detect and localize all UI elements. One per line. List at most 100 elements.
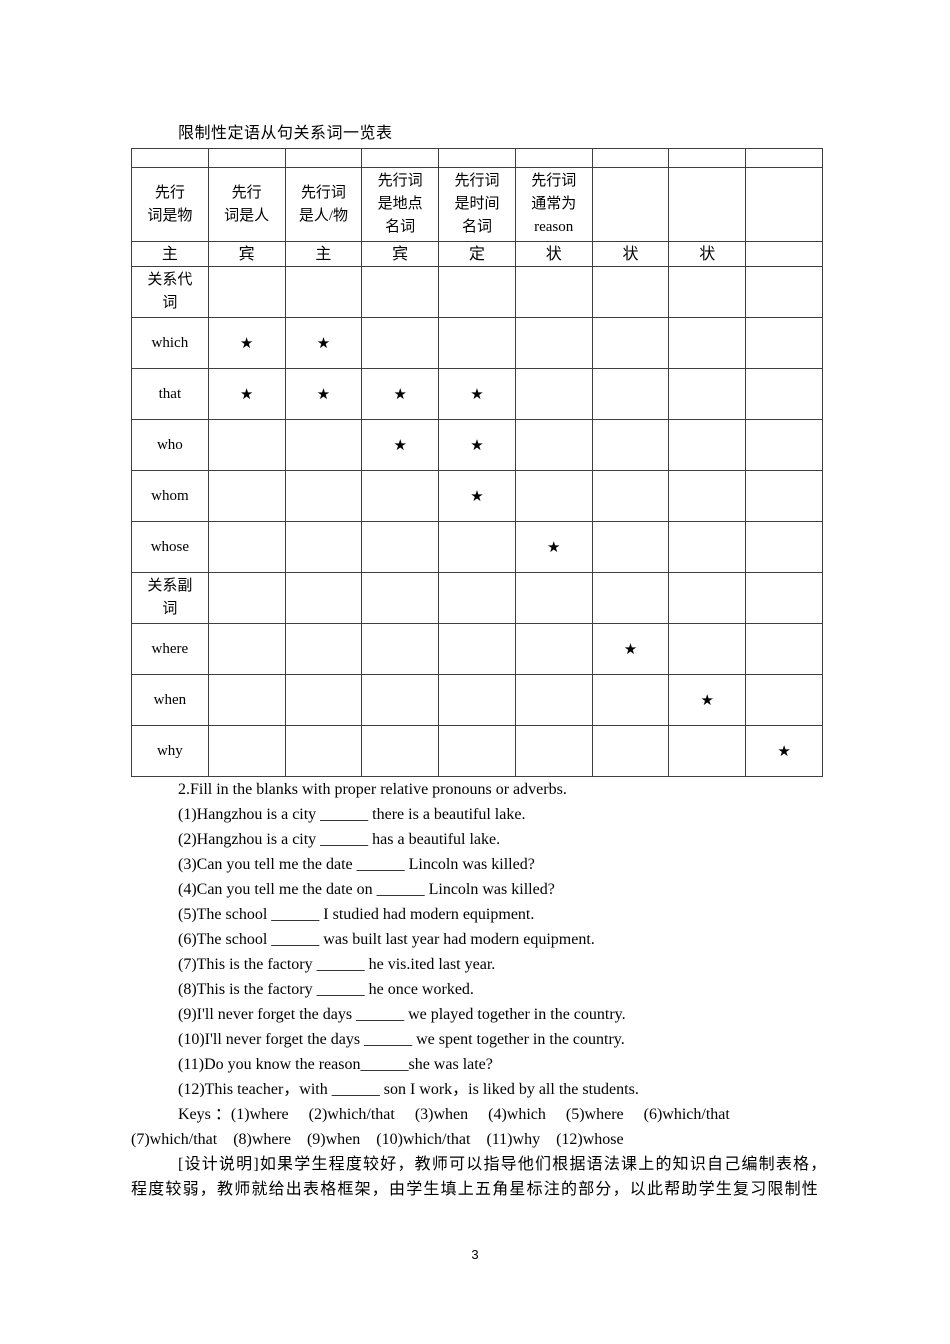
empty-cell	[514, 623, 593, 675]
empty-cell	[668, 623, 747, 675]
header-cell	[745, 167, 823, 242]
keys-line-1: Keys ：(1)where (2)which/that (3)when (4)…	[178, 1106, 730, 1123]
empty-cell	[438, 572, 516, 624]
empty-cell	[745, 470, 823, 522]
header-cell	[668, 167, 747, 242]
row-label-cell: 关系代 词	[131, 266, 209, 318]
empty-cell	[207, 419, 286, 471]
empty-cell	[361, 266, 440, 318]
exercise-item: (7)This is the factory ______ he vis.ite…	[178, 956, 496, 973]
spacer-cell	[591, 148, 670, 168]
empty-cell	[514, 674, 593, 726]
empty-cell	[284, 572, 363, 624]
empty-cell	[745, 266, 823, 318]
table-title: 限制性定语从句关系词一览表	[178, 125, 393, 142]
empty-cell	[284, 725, 363, 777]
empty-cell	[514, 419, 593, 471]
empty-cell	[745, 521, 823, 573]
keys-line-2: (7)which/that (8)where (9)when (10)which…	[131, 1131, 624, 1148]
exercise-intro: 2.Fill in the blanks with proper relativ…	[178, 781, 567, 798]
empty-cell	[438, 317, 516, 369]
empty-cell	[745, 317, 823, 369]
exercise-section: 2.Fill in the blanks with proper relativ…	[131, 777, 828, 1202]
table-row: that ★ ★ ★ ★	[131, 368, 823, 420]
empty-cell	[591, 521, 670, 573]
header-cell: 先行 词是物	[131, 167, 209, 242]
header-cell	[591, 167, 670, 242]
empty-cell	[284, 674, 363, 726]
empty-cell	[438, 266, 516, 318]
empty-cell	[514, 317, 593, 369]
design-note-line-2: 程度较弱，教师就给出表格框架，由学生填上五角星标注的部分，以此帮助学生复习限制性	[131, 1181, 820, 1198]
exercise-item: (2)Hangzhou is a city ______ has a beaut…	[178, 831, 501, 848]
empty-cell	[207, 521, 286, 573]
star-icon: ★	[284, 368, 363, 420]
row-label-cell: 关系副 词	[131, 572, 209, 624]
row-label-cell: where	[131, 623, 209, 675]
star-icon: ★	[438, 419, 516, 471]
spacer-cell	[514, 148, 593, 168]
row-label-cell: whose	[131, 521, 209, 573]
table-row: 关系副 词	[131, 572, 823, 624]
empty-cell	[361, 725, 440, 777]
empty-cell	[668, 521, 747, 573]
relative-words-table-body: 先行 词是物 先行 词是人 先行词 是人/物 先行词 是地点 名词 先行词 是时间 名词…	[131, 148, 823, 777]
exercise-item: (9)I'll never forget the days ______ we …	[178, 1006, 626, 1023]
table-row: where ★	[131, 623, 823, 675]
row-label-cell: who	[131, 419, 209, 471]
empty-cell	[207, 674, 286, 726]
exercise-item: (1)Hangzhou is a city ______ there is a …	[178, 806, 526, 823]
header-cell: 先行词 是时间 名词	[438, 167, 516, 242]
exercise-item: (5)The school ______ I studied had moder…	[178, 906, 535, 923]
empty-cell	[514, 470, 593, 522]
table-row: why ★	[131, 725, 823, 777]
function-cell: 状	[668, 241, 747, 267]
function-cell	[745, 241, 823, 267]
empty-cell	[284, 266, 363, 318]
empty-cell	[591, 368, 670, 420]
star-icon: ★	[361, 419, 440, 471]
header-cell: 先行词 是地点 名词	[361, 167, 440, 242]
empty-cell	[668, 572, 747, 624]
empty-cell	[591, 470, 670, 522]
empty-cell	[438, 674, 516, 726]
empty-cell	[361, 317, 440, 369]
row-label-cell: that	[131, 368, 209, 420]
star-icon: ★	[207, 368, 286, 420]
row-label-cell: which	[131, 317, 209, 369]
function-cell: 定	[438, 241, 516, 267]
design-note-line-1: [设计说明]如果学生程度较好，教师可以指导他们根据语法课上的知识自己编制表格，	[178, 1156, 828, 1173]
star-icon: ★	[361, 368, 440, 420]
spacer-cell	[745, 148, 823, 168]
star-icon: ★	[591, 623, 670, 675]
star-icon: ★	[438, 470, 516, 522]
function-cell: 主	[131, 241, 209, 267]
spacer-cell	[284, 148, 363, 168]
spacer-cell	[207, 148, 286, 168]
exercise-item: (8)This is the factory ______ he once wo…	[178, 981, 474, 998]
row-label-cell: whom	[131, 470, 209, 522]
table-row: whom ★	[131, 470, 823, 522]
exercise-items: (1)Hangzhou is a city ______ there is a …	[131, 802, 828, 1102]
empty-cell	[745, 368, 823, 420]
header-cell: 先行 词是人	[207, 167, 286, 242]
empty-cell	[668, 368, 747, 420]
empty-cell	[514, 266, 593, 318]
exercise-item: (11)Do you know the reason______she was …	[178, 1056, 493, 1073]
spacer-cell	[361, 148, 440, 168]
empty-cell	[668, 470, 747, 522]
exercise-item: (10)I'll never forget the days ______ we…	[178, 1031, 625, 1048]
table-row: 关系代 词	[131, 266, 823, 318]
empty-cell	[284, 419, 363, 471]
exercise-item: (6)The school ______ was built last year…	[178, 931, 595, 948]
empty-cell	[745, 674, 823, 726]
empty-cell	[361, 521, 440, 573]
empty-cell	[361, 572, 440, 624]
function-cell: 状	[514, 241, 593, 267]
empty-cell	[591, 419, 670, 471]
empty-cell	[438, 521, 516, 573]
empty-cell	[514, 725, 593, 777]
empty-cell	[591, 572, 670, 624]
table-row: which ★ ★	[131, 317, 823, 369]
table-row: when ★	[131, 674, 823, 726]
